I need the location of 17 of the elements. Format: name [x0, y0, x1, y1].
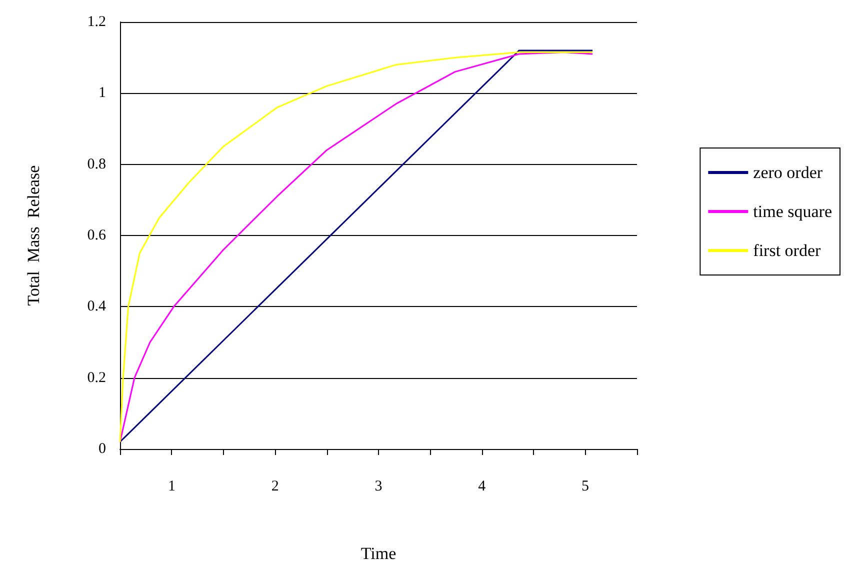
y-tick-label: 0.6: [87, 228, 106, 244]
y-axis-title: Total Mass Release: [24, 165, 43, 306]
y-tick-label: 0.8: [87, 156, 106, 172]
y-tick-label: 1: [98, 85, 106, 102]
x-tick-label: 5: [582, 478, 590, 494]
x-tick-label: 1: [168, 478, 176, 494]
x-tick-label: 4: [478, 478, 486, 494]
x-axis-title: Time: [360, 544, 396, 563]
y-tick-label: 0: [98, 441, 106, 457]
legend-label: zero order: [753, 163, 823, 182]
y-tick-label: 0.2: [87, 370, 106, 386]
y-tick-label: 1.2: [87, 14, 106, 30]
x-tick-label: 2: [271, 478, 279, 494]
x-tick-label: 3: [374, 478, 382, 494]
legend-label: time square: [753, 202, 832, 221]
legend-label: first order: [753, 241, 822, 260]
y-tick-label: 0.4: [87, 298, 106, 315]
